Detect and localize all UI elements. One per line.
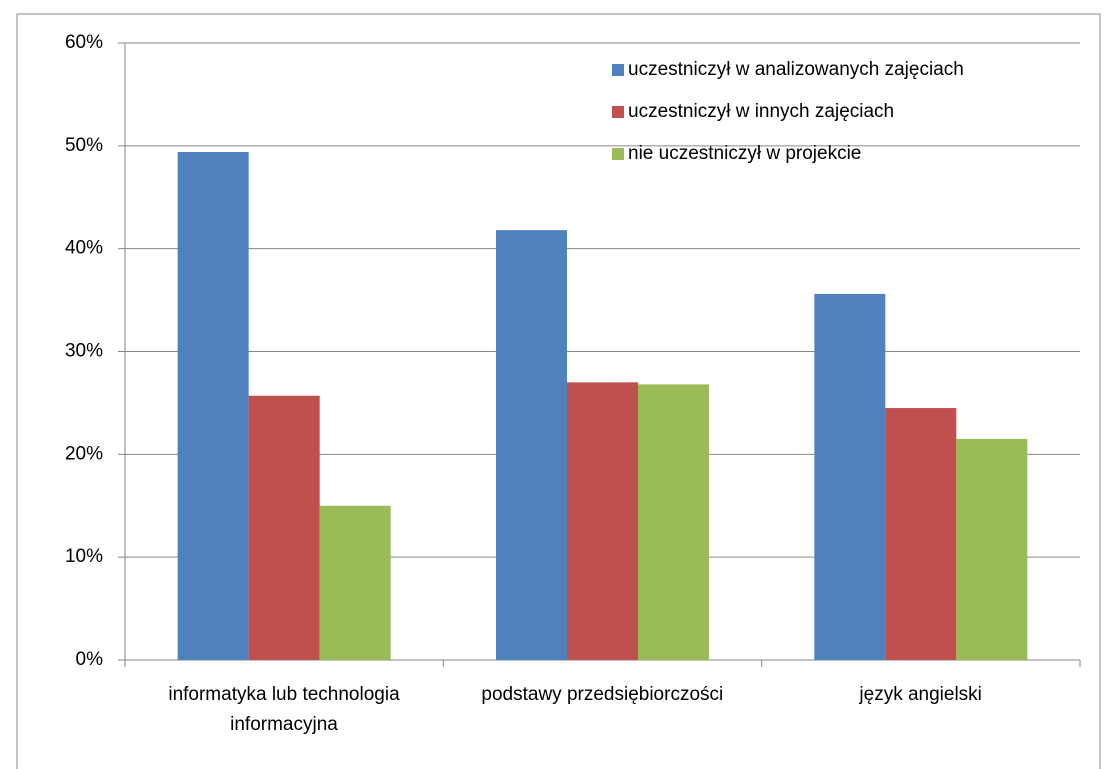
y-tick-label: 60%	[65, 32, 103, 53]
y-tick-label: 40%	[65, 238, 103, 259]
legend-label: uczestniczył w innych zajęciach	[628, 101, 894, 122]
y-tick-label: 20%	[65, 443, 103, 464]
bar	[956, 438, 1028, 660]
legend-label: nie uczestniczył w projekcie	[628, 143, 861, 164]
legend-swatch	[612, 64, 624, 76]
bar	[885, 408, 957, 660]
legend-swatch	[612, 106, 624, 118]
bar	[496, 230, 567, 660]
bar	[177, 152, 249, 660]
bar	[248, 395, 320, 660]
y-tick-label: 50%	[65, 135, 103, 156]
x-tick-label: informatyka lub technologia informacyjna	[168, 684, 400, 735]
bar	[319, 505, 391, 660]
x-tick-label: podstawy przedsiębiorczości	[481, 684, 724, 705]
y-tick-label: 0%	[76, 649, 104, 670]
bar	[814, 293, 886, 660]
bar	[638, 384, 709, 660]
legend-swatch	[612, 148, 624, 160]
legend-label: uczestniczył w analizowanych zajęciach	[628, 59, 964, 80]
x-tick-label: język angielski	[859, 684, 982, 705]
bar	[567, 382, 638, 660]
y-tick-label: 30%	[65, 341, 103, 362]
y-tick-label: 10%	[65, 546, 103, 567]
